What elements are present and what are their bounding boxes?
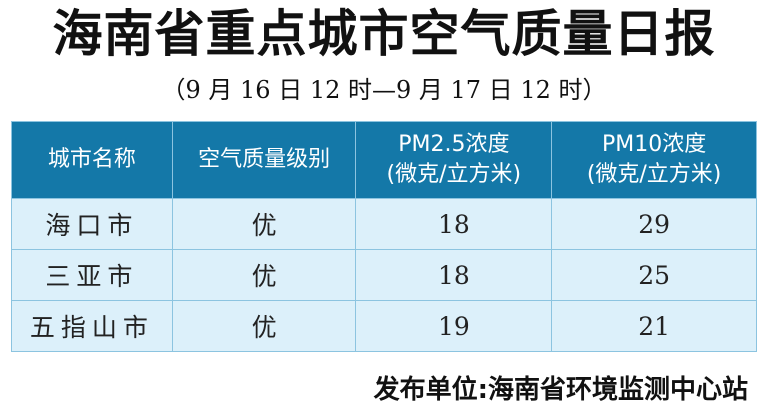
table-row: 五指山市 优 19 21 xyxy=(11,300,757,352)
quality-level: 优 xyxy=(171,198,357,250)
pm10-value: 29 xyxy=(551,198,757,250)
pm25-value: 18 xyxy=(355,249,553,301)
publisher: 发布单位:海南省环境监测中心站 xyxy=(373,375,748,405)
page-title: 海南省重点城市空气质量日报 xyxy=(52,5,716,63)
header-pm25: PM2.5浓度 (微克/立方米) xyxy=(355,121,553,199)
quality-level: 优 xyxy=(171,300,357,352)
table-row: 海口市 优 18 29 xyxy=(11,198,757,250)
city-name: 三亚市 xyxy=(11,249,173,301)
header-city: 城市名称 xyxy=(11,121,173,199)
header-pm10: PM10浓度 (微克/立方米) xyxy=(551,121,757,199)
pm10-value: 25 xyxy=(551,249,757,301)
header-level: 空气质量级别 xyxy=(171,121,357,199)
city-name: 海口市 xyxy=(11,198,173,250)
header-pm25-label: PM2.5浓度 xyxy=(398,132,510,157)
header-pm10-unit: (微克/立方米) xyxy=(586,162,722,187)
header-pm10-label: PM10浓度 xyxy=(601,132,707,157)
table-row: 三亚市 优 18 25 xyxy=(11,249,757,301)
quality-level: 优 xyxy=(171,249,357,301)
header-pm25-unit: (微克/立方米) xyxy=(386,162,522,187)
date-range: （9 月 16 日 12 时—9 月 17 日 12 时） xyxy=(161,76,607,104)
table-header-row: 城市名称 空气质量级别 PM2.5浓度 (微克/立方米) PM10浓度 (微克/立方… xyxy=(11,121,757,199)
pm25-value: 19 xyxy=(355,300,553,352)
city-name: 五指山市 xyxy=(11,300,173,352)
pm10-value: 21 xyxy=(551,300,757,352)
air-quality-table: 城市名称 空气质量级别 PM2.5浓度 (微克/立方米) PM10浓度 (微克/立方… xyxy=(11,121,757,352)
pm25-value: 18 xyxy=(355,198,553,250)
